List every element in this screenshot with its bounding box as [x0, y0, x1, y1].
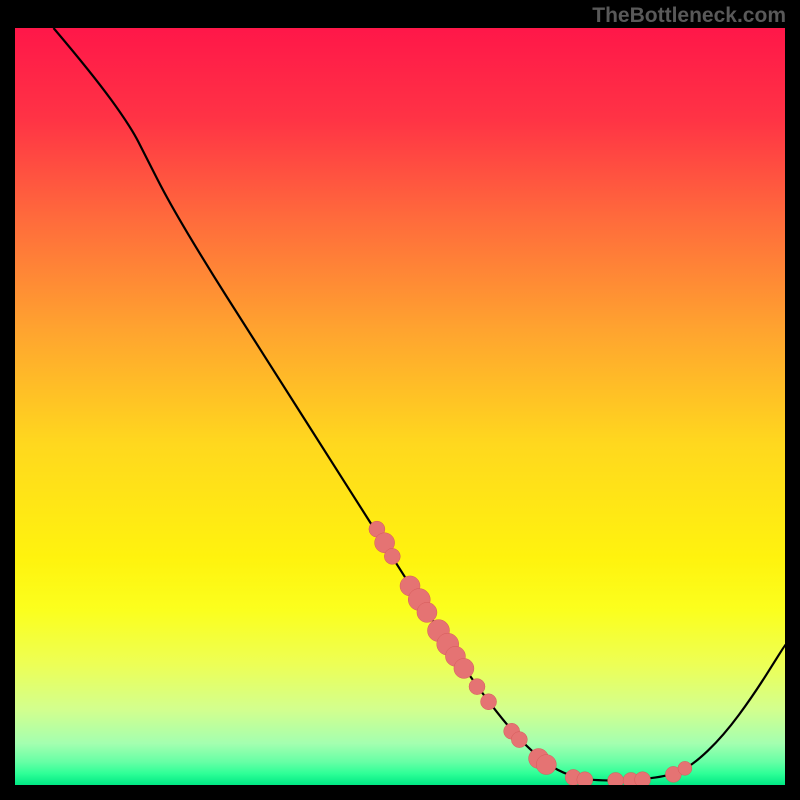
data-marker [577, 772, 593, 785]
plot-area [15, 28, 785, 785]
data-marker [481, 694, 497, 710]
chart-container: TheBottleneck.com [0, 0, 800, 800]
data-marker [384, 548, 400, 564]
data-marker [511, 732, 527, 748]
data-marker [469, 679, 485, 695]
data-marker [417, 602, 437, 622]
bottleneck-chart [15, 28, 785, 785]
gradient-background [15, 28, 785, 785]
watermark-text: TheBottleneck.com [592, 4, 786, 28]
data-marker [536, 755, 556, 775]
data-marker [635, 772, 651, 785]
data-marker [454, 658, 474, 678]
data-marker [678, 761, 692, 775]
